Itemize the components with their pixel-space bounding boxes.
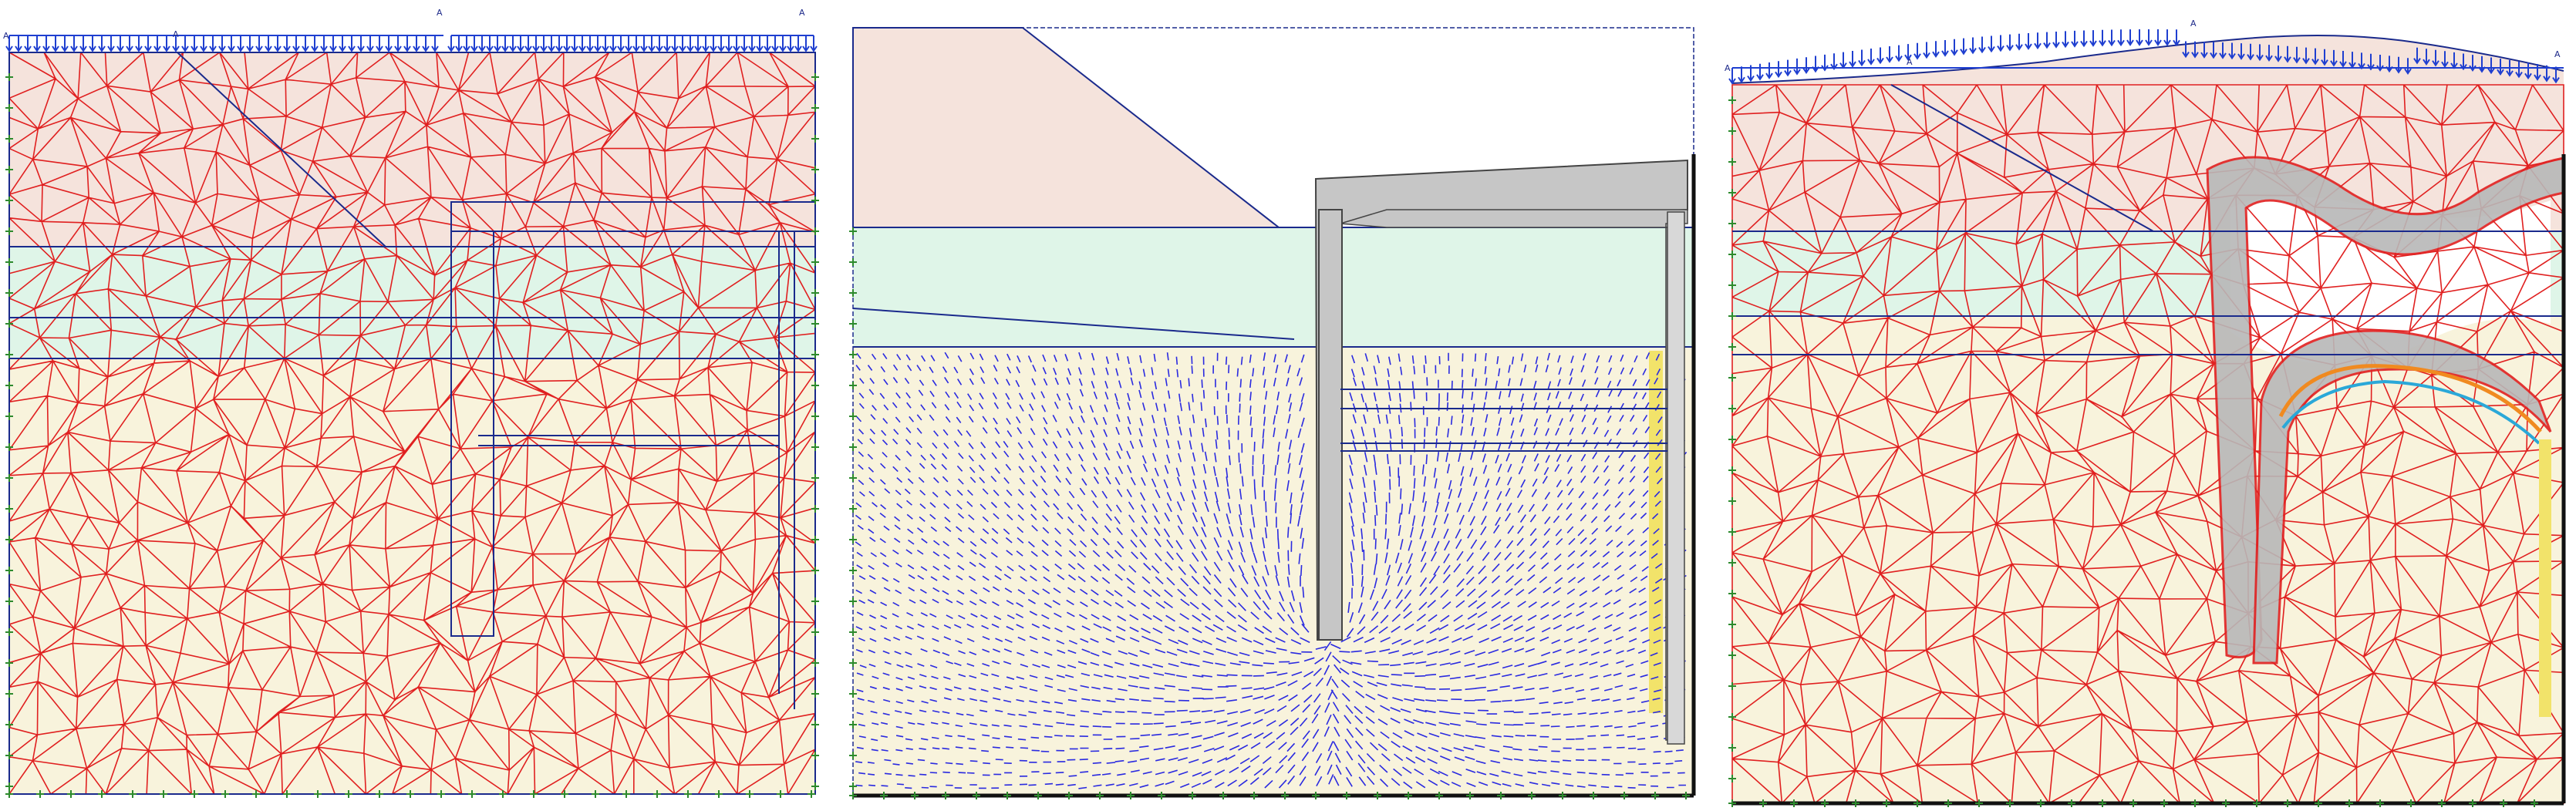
fixity-symbol bbox=[1728, 96, 2538, 807]
fixity-symbol bbox=[5, 73, 819, 798]
flow-arrow bbox=[855, 352, 1688, 789]
fixity-symbols bbox=[1728, 96, 2538, 807]
deformed-structure bbox=[2206, 156, 2565, 658]
fixity-symbols bbox=[5, 73, 819, 798]
point-mark: A bbox=[1907, 57, 1913, 67]
point-mark: A bbox=[2554, 49, 2561, 59]
phreatic-line bbox=[2281, 379, 2541, 445]
retaining-structure bbox=[1314, 159, 1688, 745]
deformed-panel: A A A A bbox=[1721, 0, 2576, 811]
plastic-zone-band bbox=[2278, 364, 2542, 433]
yellow-zone bbox=[2539, 439, 2551, 717]
mesh-drawing bbox=[5, 35, 819, 798]
point-mark: A bbox=[173, 29, 179, 39]
fe-mesh bbox=[1731, 84, 2564, 804]
deep-layer bbox=[853, 347, 1694, 796]
flow-arrows bbox=[855, 352, 1688, 789]
distributed-load-arrows bbox=[5, 35, 818, 52]
point-mark: A bbox=[3, 31, 9, 41]
fixity-symbol bbox=[849, 227, 1690, 799]
deformed-drawing bbox=[1728, 29, 2566, 807]
mesh-panel: A A A A bbox=[0, 0, 824, 811]
fe-mesh bbox=[8, 52, 816, 795]
model-boundaries bbox=[1731, 35, 2564, 355]
point-mark: A bbox=[2190, 19, 2197, 29]
flow-drawing bbox=[849, 27, 1696, 799]
load-arrow bbox=[447, 35, 818, 52]
point-mark: A bbox=[799, 8, 805, 18]
flow-panel bbox=[847, 0, 1703, 811]
deep-layer bbox=[9, 358, 815, 794]
fixity-symbols bbox=[849, 227, 1690, 799]
load-arrow bbox=[1728, 29, 2564, 85]
point-mark: A bbox=[1725, 63, 1731, 73]
sand-layer bbox=[853, 227, 1694, 347]
point-mark: A bbox=[437, 8, 443, 18]
mesh-element-edges bbox=[8, 52, 816, 795]
deformed-lining bbox=[2252, 329, 2552, 665]
distributed-load-arrows bbox=[1728, 29, 2564, 85]
mesh-element-edges bbox=[1731, 84, 2564, 804]
load-arrow bbox=[5, 35, 443, 52]
